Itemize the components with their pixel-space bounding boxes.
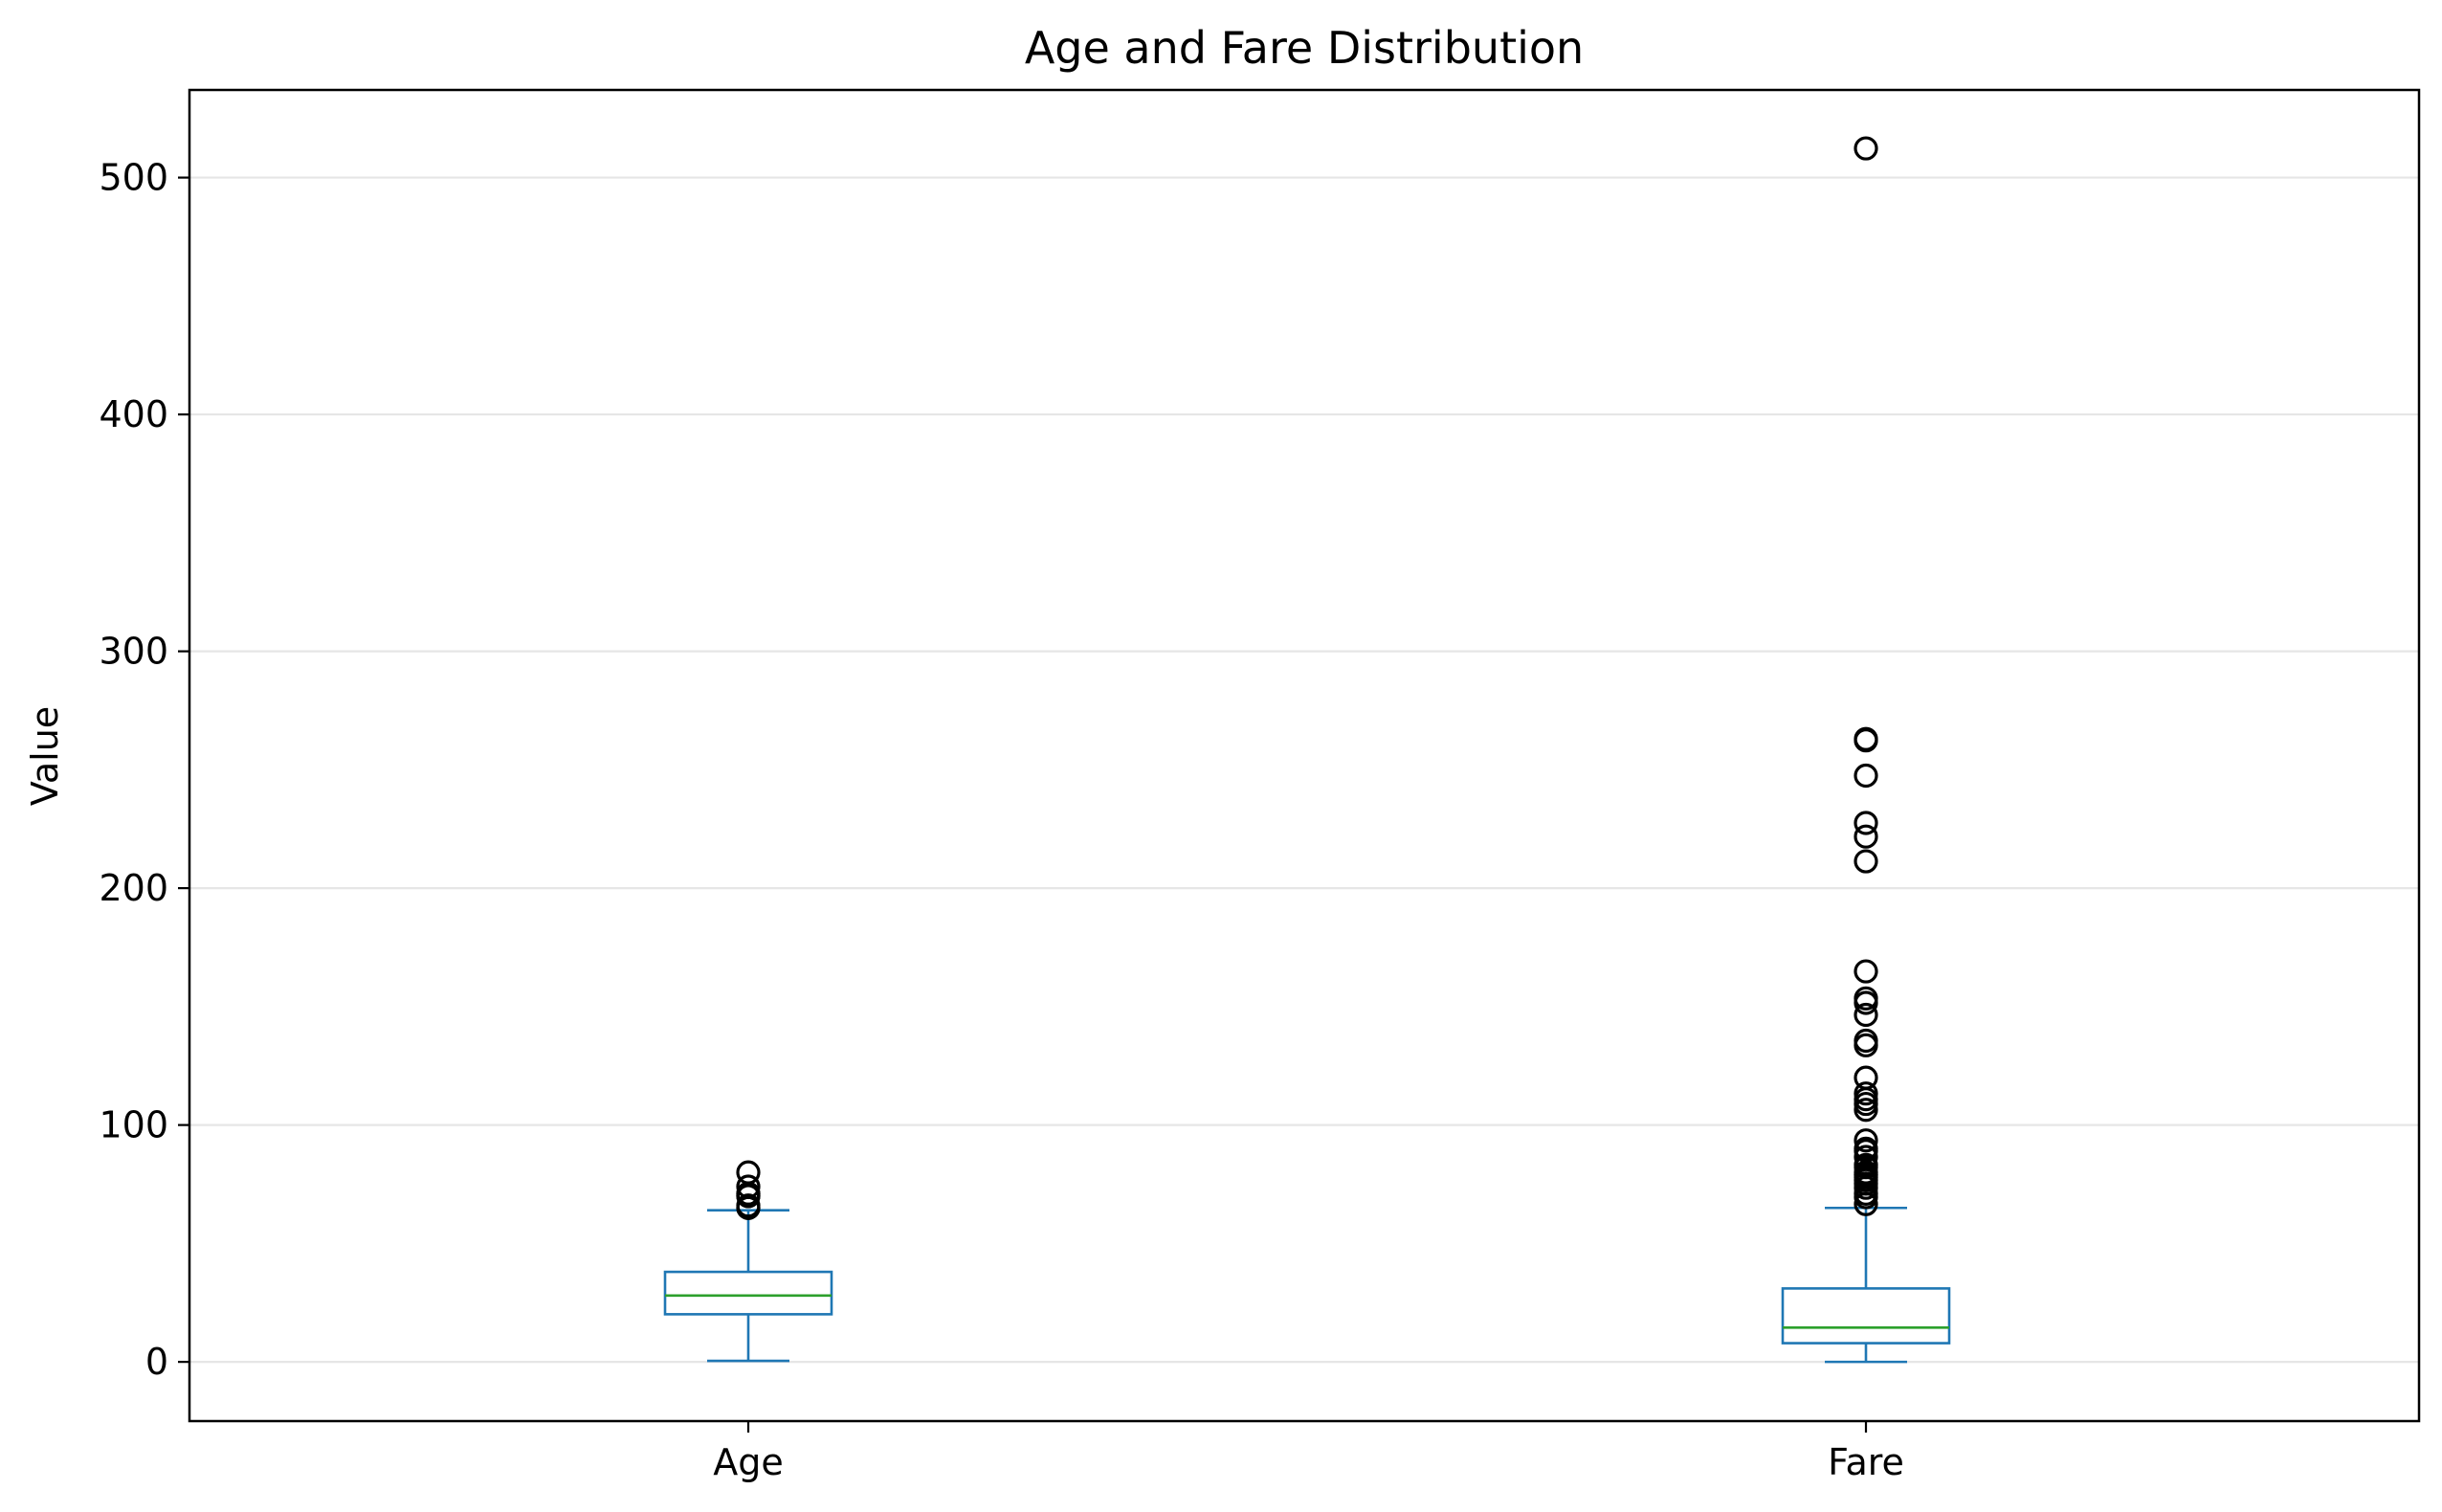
y-axis-ticks: 0 100 200 300 400 500	[99, 157, 189, 1383]
age-outlier-2	[736, 1193, 761, 1218]
fare-outlier-32	[1854, 726, 1878, 751]
fare-outlier-27	[1854, 849, 1878, 874]
fare-box	[1781, 1287, 1951, 1345]
age-outlier-9	[736, 1160, 761, 1185]
x-tick-label-fare: Fare	[1828, 1441, 1904, 1483]
fare-outlier-14	[1854, 1136, 1878, 1161]
fare-outlier-19	[1854, 1081, 1878, 1106]
fare-outlier-25	[1854, 986, 1878, 1011]
fare-outlier-29	[1854, 811, 1878, 835]
plot-frame	[188, 88, 2421, 1423]
grid-lines	[189, 176, 2419, 1364]
y-tick-label-0: 0	[145, 1341, 168, 1383]
fare-outlier-33	[1854, 136, 1878, 161]
y-tick-label-200: 200	[99, 867, 168, 909]
fare-outlier-12	[1854, 1145, 1878, 1169]
y-tick-label-400: 400	[99, 393, 168, 435]
fare-outlier-11	[1854, 1152, 1878, 1177]
fare-outlier-20	[1854, 1065, 1878, 1090]
y-axis-label: Value	[24, 706, 66, 806]
fare-outlier-30	[1854, 763, 1878, 789]
y-tick-label-100: 100	[99, 1104, 168, 1146]
fare-outlier-15	[1854, 1128, 1878, 1153]
y-tick-label-300: 300	[99, 631, 168, 673]
x-tick-label-age: Age	[713, 1441, 784, 1483]
fare-outlier-22	[1854, 1028, 1878, 1054]
x-axis-ticks: Age Fare	[713, 1421, 1904, 1483]
age-box	[663, 1270, 833, 1316]
fare-outlier-23	[1854, 1002, 1878, 1028]
fare-outlier-26	[1854, 959, 1878, 984]
outlier-points	[736, 136, 1878, 1220]
boxes	[663, 1206, 1951, 1364]
chart-title: Age and Fare Distribution	[1025, 22, 1584, 74]
y-tick-label-500: 500	[99, 157, 168, 199]
fare-outlier-28	[1854, 824, 1878, 849]
age-outlier-8	[736, 1174, 761, 1199]
fare-outlier-16	[1854, 1098, 1878, 1123]
